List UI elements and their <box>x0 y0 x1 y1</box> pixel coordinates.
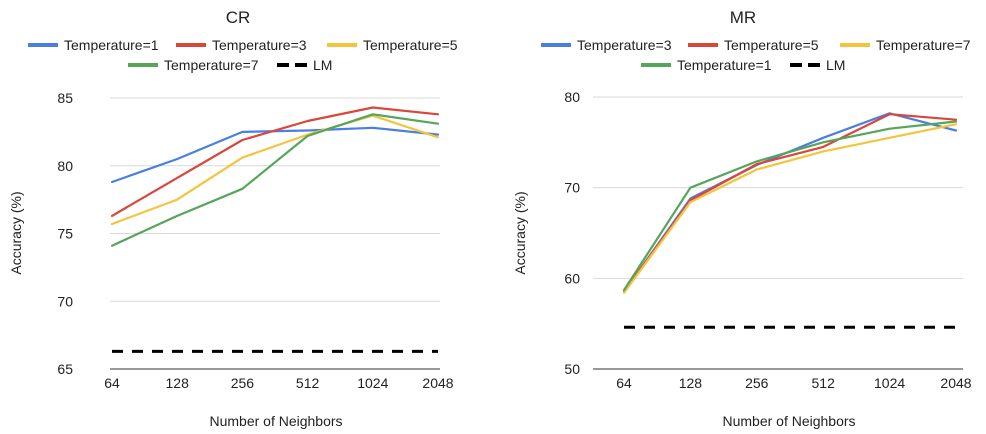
cr-legend-label: Temperature=3 <box>212 37 307 53</box>
cr-x-tick-label: 64 <box>104 375 120 391</box>
cr-x-tick-label: 128 <box>166 375 190 391</box>
chart-cr: CR Temperature=1 Temperature=3 Temperature=… <box>8 8 458 429</box>
cr-legend-item: Temperature=1 <box>28 37 159 53</box>
cr-x-tick-label: 1024 <box>357 375 388 391</box>
mr-x-tick-label: 128 <box>679 375 703 391</box>
mr-x-tick-label: 256 <box>745 375 769 391</box>
cr-legend-item: LM <box>277 57 332 73</box>
mr-legend-item: Temperature=1 <box>641 57 772 73</box>
mr-x-axis-label: Number of Neighbors <box>722 413 855 429</box>
mr-legend-item: Temperature=3 <box>541 37 672 53</box>
cr-y-axis-label: Accuracy (%) <box>8 191 24 274</box>
cr-series-line-temperature-1 <box>110 126 440 184</box>
mr-y-axis-label: Accuracy (%) <box>512 191 528 274</box>
mr-x-tick-label: 512 <box>812 375 836 391</box>
mr-series-line-temperature-3 <box>622 112 958 293</box>
cr-y-tick-label: 80 <box>57 158 73 174</box>
cr-x-tick-label: 2048 <box>422 375 453 391</box>
chart-cr-panel: CR Temperature=1 Temperature=3 Temperature=… <box>8 8 458 429</box>
mr-legend-label: Temperature=3 <box>577 37 672 53</box>
cr-y-tick-label: 65 <box>57 361 73 377</box>
cr-y-tick-label: 85 <box>57 90 73 106</box>
cr-legend-item: Temperature=5 <box>327 37 458 53</box>
cr-y-tick-label: 70 <box>57 293 73 309</box>
mr-y-tick-label: 50 <box>564 361 580 377</box>
cr-legend-label: Temperature=7 <box>164 57 259 73</box>
cr-x-axis-label: Number of Neighbors <box>209 413 342 429</box>
cr-y-tick-label: 75 <box>57 226 73 242</box>
mr-y-tick-label: 60 <box>564 270 580 286</box>
mr-series-line-temperature-1 <box>622 120 958 292</box>
mr-legend-label: Temperature=1 <box>677 57 772 73</box>
mr-legend-label: Temperature=5 <box>724 37 819 53</box>
mr-legend-label: LM <box>826 57 845 73</box>
cr-legend-label: Temperature=5 <box>363 37 458 53</box>
cr-series-line-temperature-3 <box>110 106 440 217</box>
cr-x-tick-label: 256 <box>231 375 255 391</box>
cr-legend-item: Temperature=3 <box>176 37 307 53</box>
chart-mr-panel: MR Temperature=3 Temperature=5 Temperature=… <box>493 0 986 434</box>
cr-x-tick-label: 512 <box>296 375 320 391</box>
mr-series-line-temperature-7 <box>622 123 958 294</box>
mr-series-line-temperature-5 <box>622 113 958 293</box>
mr-y-tick-label: 70 <box>564 180 580 196</box>
mr-legend-item: Temperature=7 <box>840 37 971 53</box>
chart-mr: MR Temperature=3 Temperature=5 Temperature=… <box>512 8 972 429</box>
mr-legend-item: LM <box>790 57 845 73</box>
cr-legend-item: Temperature=7 <box>128 57 259 73</box>
cr-legend-label: Temperature=1 <box>64 37 159 53</box>
mr-x-tick-label: 64 <box>616 375 632 391</box>
cr-series-line-temperature-5 <box>110 114 440 226</box>
mr-chart-title: MR <box>730 8 756 27</box>
mr-legend-item: Temperature=5 <box>688 37 819 53</box>
cr-chart-title: CR <box>226 8 251 27</box>
mr-legend-label: Temperature=7 <box>876 37 971 53</box>
mr-x-tick-label: 1024 <box>874 375 905 391</box>
cr-series-line-temperature-7 <box>110 113 440 247</box>
mr-y-tick-label: 80 <box>564 89 580 105</box>
mr-x-tick-label: 2048 <box>940 375 971 391</box>
cr-legend-label: LM <box>313 57 332 73</box>
